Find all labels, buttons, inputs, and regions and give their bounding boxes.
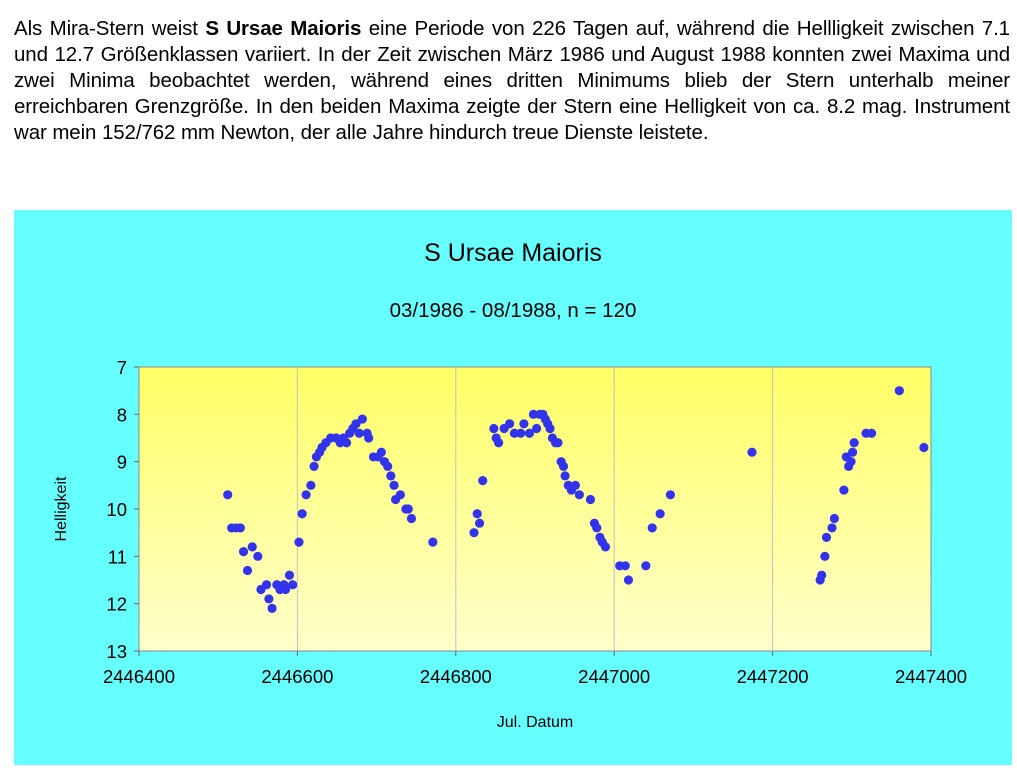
data-point — [519, 419, 529, 429]
data-point — [386, 471, 396, 481]
intro-text-rest: eine Periode von 226 Tagen auf, während … — [14, 17, 1010, 144]
data-point — [829, 513, 839, 524]
x-axis-label: Jul. Datum — [497, 714, 573, 731]
chart-title: S Ursae Maioris — [424, 239, 602, 267]
data-point — [403, 504, 413, 514]
data-point — [309, 461, 319, 471]
data-point — [294, 537, 304, 547]
x-tick-label: 2447400 — [895, 666, 967, 687]
data-point — [261, 580, 272, 590]
data-point — [817, 570, 827, 580]
axis-ticks: 2446400 2446600 2446800 2447000 2447200 24474… — [103, 357, 967, 687]
data-point — [493, 438, 504, 448]
data-point — [516, 428, 526, 438]
data-point — [341, 438, 352, 448]
data-point — [574, 490, 584, 500]
data-point — [600, 542, 611, 552]
data-point — [647, 523, 657, 533]
data-point — [620, 561, 630, 571]
data-point — [820, 551, 830, 561]
data-point — [528, 409, 539, 419]
data-point — [489, 423, 499, 434]
data-point — [406, 513, 417, 524]
data-point — [284, 570, 295, 580]
data-point — [351, 419, 361, 429]
y-tick-label: 10 — [106, 499, 127, 520]
data-point — [242, 565, 253, 576]
data-point — [509, 428, 520, 438]
intro-paragraph: Als Mira-Stern weist S Ursae Maioris ein… — [14, 16, 1010, 146]
data-point — [821, 532, 832, 542]
chart-panel: S Ursae Maioris 03/1986 - 08/1988, n = 1… — [14, 210, 1012, 765]
data-points — [223, 386, 929, 613]
data-point — [383, 461, 393, 471]
data-point — [839, 485, 849, 495]
data-point — [553, 438, 563, 448]
data-point — [280, 584, 291, 595]
data-point — [592, 523, 602, 533]
data-point — [623, 575, 634, 585]
data-point — [238, 547, 249, 557]
x-tick-label: 2447000 — [578, 666, 650, 687]
data-point — [558, 461, 569, 471]
data-point — [267, 603, 277, 613]
data-point — [364, 433, 374, 443]
intro-text-start: Als Mira-Stern weist — [14, 17, 206, 40]
data-point — [846, 457, 856, 467]
data-point — [505, 419, 515, 429]
light-curve-chart: S Ursae Maioris 03/1986 - 08/1988, n = 1… — [53, 239, 967, 731]
data-point — [545, 423, 555, 434]
y-tick-label: 7 — [117, 357, 127, 378]
x-tick-label: 2446400 — [103, 666, 175, 687]
chart-subtitle: 03/1986 - 08/1988, n = 120 — [390, 299, 637, 322]
y-tick-label: 9 — [117, 452, 127, 473]
data-point — [867, 428, 877, 438]
x-tick-label: 2446800 — [420, 666, 492, 687]
data-point — [531, 423, 542, 434]
data-point — [570, 480, 580, 490]
x-tick-label: 2446600 — [261, 666, 333, 687]
data-point — [655, 509, 665, 519]
data-point — [297, 509, 307, 519]
data-point — [849, 438, 859, 448]
data-point — [264, 594, 274, 604]
data-point — [223, 490, 233, 500]
data-point — [357, 414, 367, 424]
data-point — [747, 447, 757, 457]
grid-lines — [296, 367, 774, 651]
data-point — [301, 490, 311, 500]
data-point — [919, 442, 929, 453]
data-point — [478, 476, 488, 486]
data-point — [376, 447, 386, 457]
data-point — [847, 447, 858, 457]
data-point — [560, 471, 570, 481]
data-point — [472, 509, 482, 519]
y-tick-label: 13 — [106, 641, 127, 662]
data-point — [389, 480, 399, 490]
data-point — [253, 551, 263, 561]
y-tick-label: 12 — [106, 594, 127, 615]
data-point — [524, 428, 535, 438]
data-point — [474, 518, 485, 528]
data-point — [306, 480, 316, 490]
x-tick-label: 2447200 — [737, 666, 809, 687]
data-point — [354, 428, 364, 438]
star-name: S Ursae Maioris — [205, 17, 362, 40]
data-point — [585, 494, 596, 505]
data-point — [395, 490, 405, 500]
y-axis-label: Helligkeit — [53, 476, 70, 541]
y-tick-label: 11 — [108, 546, 127, 567]
data-point — [235, 523, 245, 533]
data-point — [247, 542, 257, 552]
data-point — [665, 490, 676, 500]
data-point — [288, 580, 298, 590]
data-point — [894, 386, 904, 396]
data-point — [827, 523, 837, 533]
plot-area — [138, 366, 932, 652]
y-tick-label: 8 — [117, 404, 127, 425]
data-point — [469, 528, 479, 538]
data-point — [428, 537, 438, 547]
data-point — [641, 561, 651, 571]
